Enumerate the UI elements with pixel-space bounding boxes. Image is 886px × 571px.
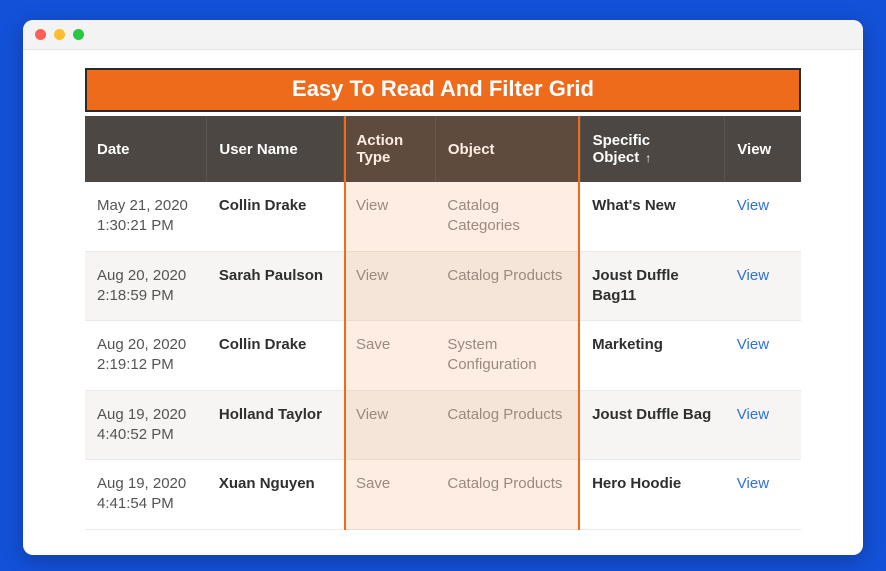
cell-action: View xyxy=(344,251,435,321)
table-row: Aug 20, 2020 2:18:59 PMSarah PaulsonView… xyxy=(85,251,801,321)
cell-action: View xyxy=(344,182,435,251)
view-link[interactable]: View xyxy=(737,336,769,353)
cell-user: Collin Drake xyxy=(207,321,344,391)
cell-view: View xyxy=(725,390,801,460)
cell-specific: Marketing xyxy=(580,321,725,391)
cell-specific: Joust Duffle Bag xyxy=(580,390,725,460)
cell-view: View xyxy=(725,251,801,321)
cell-date: Aug 19, 2020 4:40:52 PM xyxy=(85,390,207,460)
window-minimize-icon[interactable] xyxy=(54,29,65,40)
col-header-view: View xyxy=(725,116,801,182)
browser-window: Easy To Read And Filter Grid Date User N… xyxy=(23,20,863,555)
sort-asc-icon: ↑ xyxy=(645,151,651,165)
cell-user: Sarah Paulson xyxy=(207,251,344,321)
audit-grid: Date User Name Action Type Object Specif… xyxy=(85,116,801,530)
cell-view: View xyxy=(725,182,801,251)
banner-title: Easy To Read And Filter Grid xyxy=(85,68,801,112)
cell-action: View xyxy=(344,390,435,460)
table-header-row: Date User Name Action Type Object Specif… xyxy=(85,116,801,182)
cell-specific: Hero Hoodie xyxy=(580,460,725,530)
table-row: Aug 19, 2020 4:41:54 PMXuan NguyenSaveCa… xyxy=(85,460,801,530)
window-titlebar xyxy=(23,20,863,50)
cell-date: Aug 20, 2020 2:18:59 PM xyxy=(85,251,207,321)
table-row: Aug 19, 2020 4:40:52 PMHolland TaylorVie… xyxy=(85,390,801,460)
cell-view: View xyxy=(725,460,801,530)
cell-object: Catalog Products xyxy=(435,251,580,321)
cell-action: Save xyxy=(344,321,435,391)
table-row: May 21, 2020 1:30:21 PMCollin DrakeViewC… xyxy=(85,182,801,251)
view-link[interactable]: View xyxy=(737,267,769,284)
col-header-specific[interactable]: Specific Object↑ xyxy=(580,116,725,182)
view-link[interactable]: View xyxy=(737,475,769,492)
cell-date: May 21, 2020 1:30:21 PM xyxy=(85,182,207,251)
cell-object: Catalog Products xyxy=(435,390,580,460)
cell-user: Collin Drake xyxy=(207,182,344,251)
view-link[interactable]: View xyxy=(737,406,769,423)
col-header-action[interactable]: Action Type xyxy=(344,116,435,182)
cell-date: Aug 19, 2020 4:41:54 PM xyxy=(85,460,207,530)
grid-container: Date User Name Action Type Object Specif… xyxy=(85,116,801,530)
col-header-user[interactable]: User Name xyxy=(207,116,344,182)
cell-object: System Configuration xyxy=(435,321,580,391)
cell-user: Xuan Nguyen xyxy=(207,460,344,530)
table-row: Aug 20, 2020 2:19:12 PMCollin DrakeSaveS… xyxy=(85,321,801,391)
window-close-icon[interactable] xyxy=(35,29,46,40)
col-header-date[interactable]: Date xyxy=(85,116,207,182)
col-header-object[interactable]: Object xyxy=(435,116,580,182)
cell-object: Catalog Categories xyxy=(435,182,580,251)
cell-object: Catalog Products xyxy=(435,460,580,530)
cell-view: View xyxy=(725,321,801,391)
cell-specific: What's New xyxy=(580,182,725,251)
window-zoom-icon[interactable] xyxy=(73,29,84,40)
cell-action: Save xyxy=(344,460,435,530)
cell-specific: Joust Duffle Bag11 xyxy=(580,251,725,321)
view-link[interactable]: View xyxy=(737,197,769,214)
page-content: Easy To Read And Filter Grid Date User N… xyxy=(23,50,863,555)
cell-user: Holland Taylor xyxy=(207,390,344,460)
cell-date: Aug 20, 2020 2:19:12 PM xyxy=(85,321,207,391)
